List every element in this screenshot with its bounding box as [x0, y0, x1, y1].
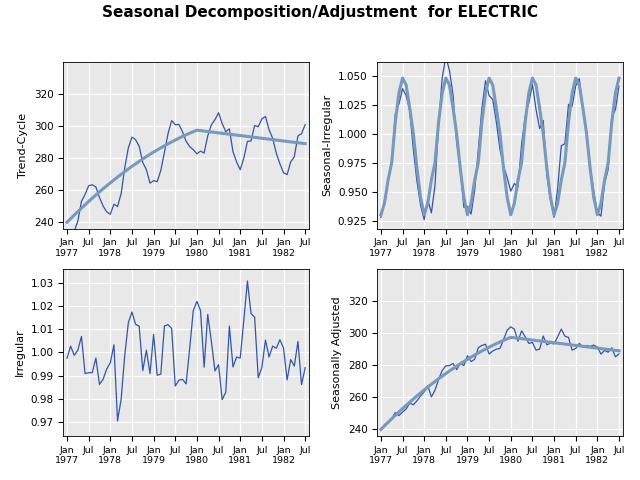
Y-axis label: Seasonally Adjusted: Seasonally Adjusted: [332, 296, 342, 409]
Y-axis label: Irregular: Irregular: [15, 328, 25, 376]
Text: Seasonal Decomposition/Adjustment  for ELECTRIC: Seasonal Decomposition/Adjustment for EL…: [102, 5, 538, 20]
Y-axis label: Seasonal-Irregular: Seasonal-Irregular: [323, 94, 332, 196]
Y-axis label: Trend-Cycle: Trend-Cycle: [19, 113, 28, 178]
